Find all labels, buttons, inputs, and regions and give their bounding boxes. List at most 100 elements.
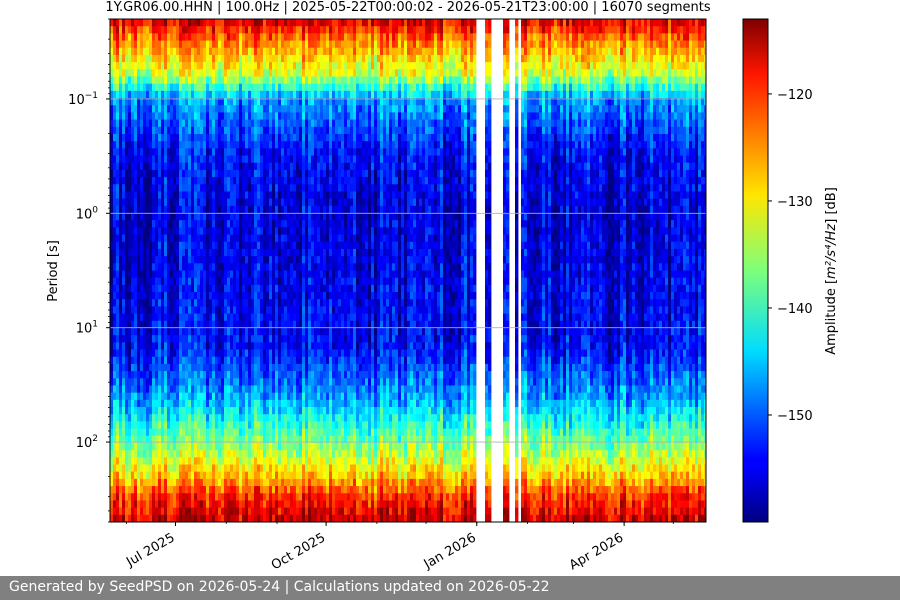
heatmap-cell	[110, 493, 114, 501]
heatmap-cell	[290, 313, 294, 322]
heatmap-cell	[110, 399, 114, 408]
heatmap-cell	[146, 378, 150, 386]
heatmap-cell	[182, 191, 186, 200]
heatmap-cell	[158, 47, 162, 56]
heatmap-cell	[182, 184, 186, 192]
heatmap-cell	[116, 514, 120, 522]
heatmap-cell	[143, 191, 147, 200]
heatmap-cell	[152, 327, 156, 336]
heatmap-cell	[281, 277, 285, 286]
heatmap-cell	[227, 184, 231, 192]
heatmap-cell	[272, 19, 276, 27]
heatmap-cell	[146, 126, 150, 135]
heatmap-cell	[290, 356, 294, 365]
heatmap-cell	[236, 450, 240, 458]
heatmap-cell	[302, 83, 306, 92]
heatmap-cell	[167, 162, 171, 171]
heatmap-cell	[236, 277, 240, 286]
heatmap-cell	[269, 306, 273, 315]
heatmap-cell	[113, 148, 117, 156]
heatmap-cell	[182, 270, 186, 279]
heatmap-cell	[170, 493, 174, 501]
heatmap-cell	[122, 213, 126, 221]
heatmap-cell	[314, 507, 318, 516]
heatmap-cell	[242, 349, 246, 358]
heatmap-cell	[224, 407, 228, 415]
heatmap-cell	[290, 320, 294, 329]
heatmap-cell	[266, 313, 270, 322]
heatmap-cell	[188, 234, 192, 243]
heatmap-cell	[134, 335, 138, 343]
heatmap-cell	[173, 399, 177, 408]
heatmap-cell	[293, 342, 297, 350]
heatmap-cell	[110, 26, 114, 34]
heatmap-cell	[251, 112, 255, 120]
heatmap-cell	[173, 378, 177, 386]
heatmap-cell	[227, 169, 231, 178]
heatmap-cell	[191, 428, 195, 437]
heatmap-cell	[119, 162, 123, 171]
heatmap-cell	[188, 76, 192, 85]
heatmap-cell	[224, 191, 228, 200]
heatmap-cell	[284, 126, 288, 135]
heatmap-cell	[311, 442, 315, 451]
heatmap-cell	[212, 486, 216, 494]
heatmap-cell	[167, 220, 171, 228]
heatmap-cell	[224, 112, 228, 120]
heatmap-cell	[242, 234, 246, 243]
heatmap-cell	[182, 112, 186, 120]
heatmap-cell	[299, 241, 303, 250]
heatmap-cell	[164, 313, 168, 322]
heatmap-cell	[305, 414, 309, 422]
heatmap-cell	[221, 33, 225, 41]
heatmap-cell	[299, 450, 303, 458]
heatmap-cell	[203, 399, 207, 408]
heatmap-cell	[125, 471, 129, 480]
heatmap-cell	[260, 248, 264, 257]
heatmap-cell	[281, 220, 285, 228]
heatmap-cell	[287, 191, 291, 200]
heatmap-cell	[302, 90, 306, 99]
heatmap-cell	[299, 19, 303, 27]
heatmap-cell	[248, 177, 252, 185]
heatmap-cell	[233, 349, 237, 358]
heatmap-cell	[167, 83, 171, 92]
heatmap-cell	[287, 105, 291, 113]
heatmap-cell	[239, 277, 243, 286]
heatmap-cell	[161, 62, 165, 70]
heatmap-cell	[260, 155, 264, 164]
heatmap-cell	[179, 69, 183, 77]
heatmap-cell	[149, 69, 153, 77]
heatmap-cell	[305, 428, 309, 437]
heatmap-cell	[140, 284, 144, 293]
heatmap-cell	[290, 500, 294, 509]
heatmap-cell	[269, 284, 273, 293]
heatmap-cell	[293, 263, 297, 271]
heatmap-cell	[314, 407, 318, 415]
heatmap-cell	[212, 155, 216, 164]
heatmap-cell	[182, 198, 186, 207]
heatmap-cell	[179, 299, 183, 307]
heatmap-cell	[161, 478, 165, 487]
heatmap-cell	[239, 62, 243, 70]
heatmap-cell	[110, 371, 114, 379]
heatmap-cell	[245, 421, 249, 429]
heatmap-cell	[170, 450, 174, 458]
heatmap-cell	[221, 90, 225, 99]
heatmap-cell	[260, 213, 264, 221]
heatmap-cell	[275, 378, 279, 386]
heatmap-cell	[119, 414, 123, 422]
heatmap-cell	[317, 292, 321, 300]
heatmap-cell	[212, 428, 216, 437]
heatmap-cell	[311, 26, 315, 34]
heatmap-cell	[206, 414, 210, 422]
heatmap-cell	[182, 26, 186, 34]
heatmap-cell	[158, 464, 162, 473]
heatmap-cell	[236, 191, 240, 200]
heatmap-cell	[182, 54, 186, 63]
heatmap-cell	[254, 76, 258, 85]
heatmap-cell	[170, 399, 174, 408]
heatmap-cell	[206, 292, 210, 300]
heatmap-cell	[167, 493, 171, 501]
heatmap-cell	[314, 148, 318, 156]
